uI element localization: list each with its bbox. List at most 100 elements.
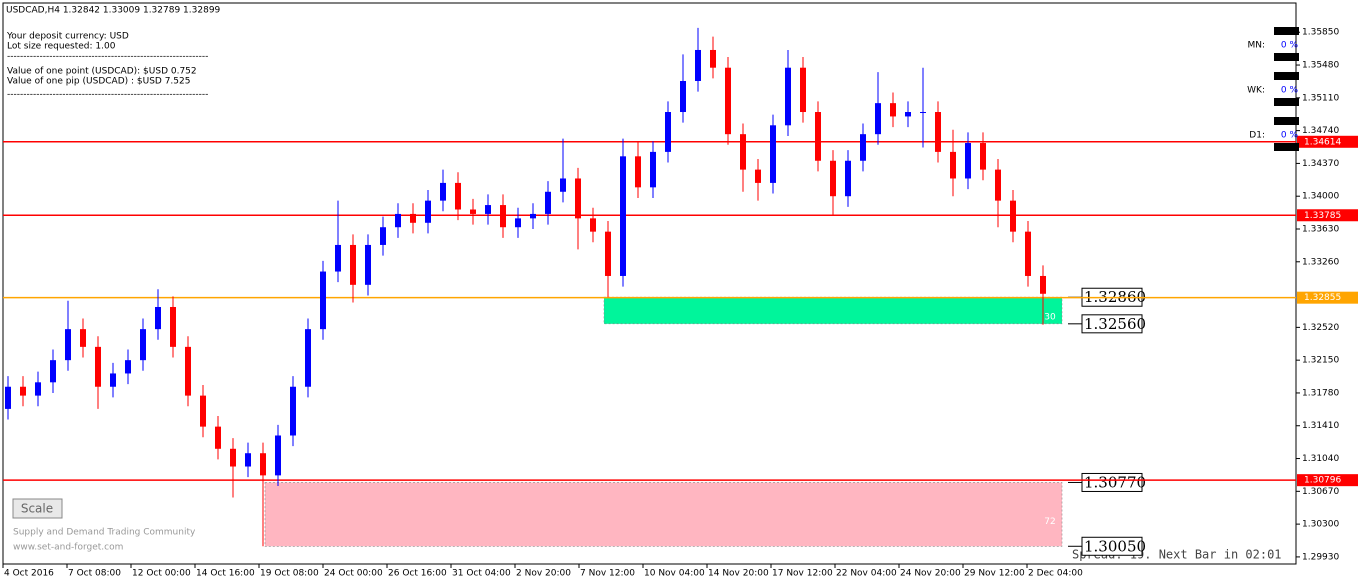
candle-body	[5, 386, 11, 409]
tf-bar	[1274, 72, 1299, 80]
candle-body	[665, 112, 671, 152]
x-tick-label: 19 Oct 08:00	[260, 569, 319, 579]
candle-body	[305, 329, 311, 387]
candle-body	[815, 112, 821, 161]
candle-body	[215, 426, 221, 449]
x-tick-label: 24 Nov 20:00	[900, 569, 961, 579]
tf-name: MN:	[1247, 41, 1265, 51]
tf-name: WK:	[1247, 86, 1265, 96]
y-tick-label: 1.32520	[1302, 323, 1339, 333]
candle-body	[785, 67, 791, 126]
level-tag	[1297, 291, 1358, 304]
candle-body	[245, 453, 251, 467]
x-tick-label: 31 Oct 04:00	[452, 569, 511, 579]
y-tick-label: 1.34000	[1302, 192, 1339, 202]
x-tick-label: 2 Nov 20:00	[516, 569, 571, 579]
zone-label: 1.30770	[1084, 473, 1146, 491]
candle-body	[890, 103, 896, 117]
candle-body	[650, 151, 656, 188]
candle-body	[1040, 275, 1046, 294]
zone-label-box	[1081, 472, 1143, 492]
candle-body	[725, 67, 731, 135]
candle-body	[1025, 231, 1031, 276]
candle-body	[440, 182, 446, 201]
scale-button[interactable]	[12, 498, 63, 519]
y-tick-label: 1.35850	[1302, 28, 1339, 38]
x-tick-label: 17 Nov 12:00	[772, 569, 833, 579]
candle-body	[275, 435, 281, 476]
y-tick-label: 1.33260	[1302, 257, 1339, 267]
candle-body	[875, 103, 881, 135]
y-tick-label: 1.35480	[1302, 61, 1339, 71]
candle-body	[185, 346, 191, 396]
candle-body	[965, 143, 971, 179]
candle-body	[515, 218, 521, 228]
candle-body	[470, 209, 476, 214]
candle-body	[365, 244, 371, 285]
candle-body	[50, 360, 56, 383]
y-tick-label: 1.34370	[1302, 159, 1339, 169]
candle-body	[920, 112, 926, 114]
tf-bar	[1274, 143, 1299, 151]
info-line: Value of one pip (USDCAD) : $USD 7.525	[7, 77, 190, 87]
plot-frame	[2, 2, 1297, 565]
y-tick-label: 1.31040	[1302, 454, 1339, 464]
scale-button-label[interactable]: Scale	[21, 502, 53, 516]
tf-name: D1:	[1249, 131, 1265, 141]
candle-body	[80, 329, 86, 347]
y-tick-label: 1.32150	[1302, 356, 1339, 366]
candle-body	[995, 169, 1001, 201]
level-tag	[1297, 135, 1358, 148]
zone-strength: 30	[1044, 312, 1056, 322]
x-tick-label: 14 Oct 16:00	[196, 569, 255, 579]
tf-bar	[1274, 27, 1299, 35]
level-label: 1.32855	[1304, 293, 1341, 303]
candle-body	[950, 151, 956, 179]
candle-body	[380, 227, 386, 245]
candle-body	[200, 395, 206, 427]
candle-body	[500, 205, 506, 228]
tf-bar	[1274, 53, 1299, 61]
candle-body	[170, 306, 176, 347]
candle-body	[35, 382, 41, 396]
candle-body	[980, 143, 986, 170]
candle-body	[155, 306, 161, 330]
y-tick-label: 1.31780	[1302, 388, 1339, 398]
level-label: 1.30796	[1304, 476, 1341, 486]
candle-body	[1010, 200, 1016, 232]
candle-body	[560, 178, 566, 192]
candle-body	[770, 125, 776, 183]
candle-body	[740, 134, 746, 170]
tf-value: 0 %	[1281, 131, 1299, 141]
footer-text: www.set-and-forget.com	[13, 543, 123, 553]
candle-body	[755, 169, 761, 183]
zone	[264, 482, 1063, 547]
candle-body	[620, 156, 626, 276]
info-line: Lot size requested: 1.00	[7, 42, 116, 52]
candle-body	[140, 329, 146, 361]
level-tag	[1297, 209, 1358, 222]
candle-body	[410, 213, 416, 223]
candle-body	[605, 231, 611, 276]
level-label: 1.34614	[1304, 137, 1341, 147]
level-label: 1.33785	[1304, 211, 1341, 221]
candle-body	[260, 453, 266, 476]
info-line: ----------------------------------------…	[7, 52, 208, 62]
tf-value: 0 %	[1281, 86, 1299, 96]
y-tick-label: 1.33630	[1302, 224, 1339, 234]
info-line: Value of one point (USDCAD): $USD 0.752	[7, 67, 197, 77]
info-line: ----------------------------------------…	[7, 90, 208, 100]
x-tick-label: 24 Oct 00:00	[324, 569, 383, 579]
candle-body	[845, 160, 851, 197]
tf-value: 0 %	[1281, 41, 1299, 51]
x-tick-label: 12 Oct 00:00	[132, 569, 191, 579]
y-tick-label: 1.30670	[1302, 487, 1339, 497]
y-tick-label: 1.35110	[1302, 93, 1339, 103]
x-tick-label: 7 Oct 08:00	[68, 569, 121, 579]
candle-body	[575, 178, 581, 219]
candle-body	[905, 112, 911, 117]
candle-body	[485, 205, 491, 214]
y-tick-label: 1.29930	[1302, 552, 1339, 562]
x-tick-label: 14 Nov 20:00	[708, 569, 769, 579]
